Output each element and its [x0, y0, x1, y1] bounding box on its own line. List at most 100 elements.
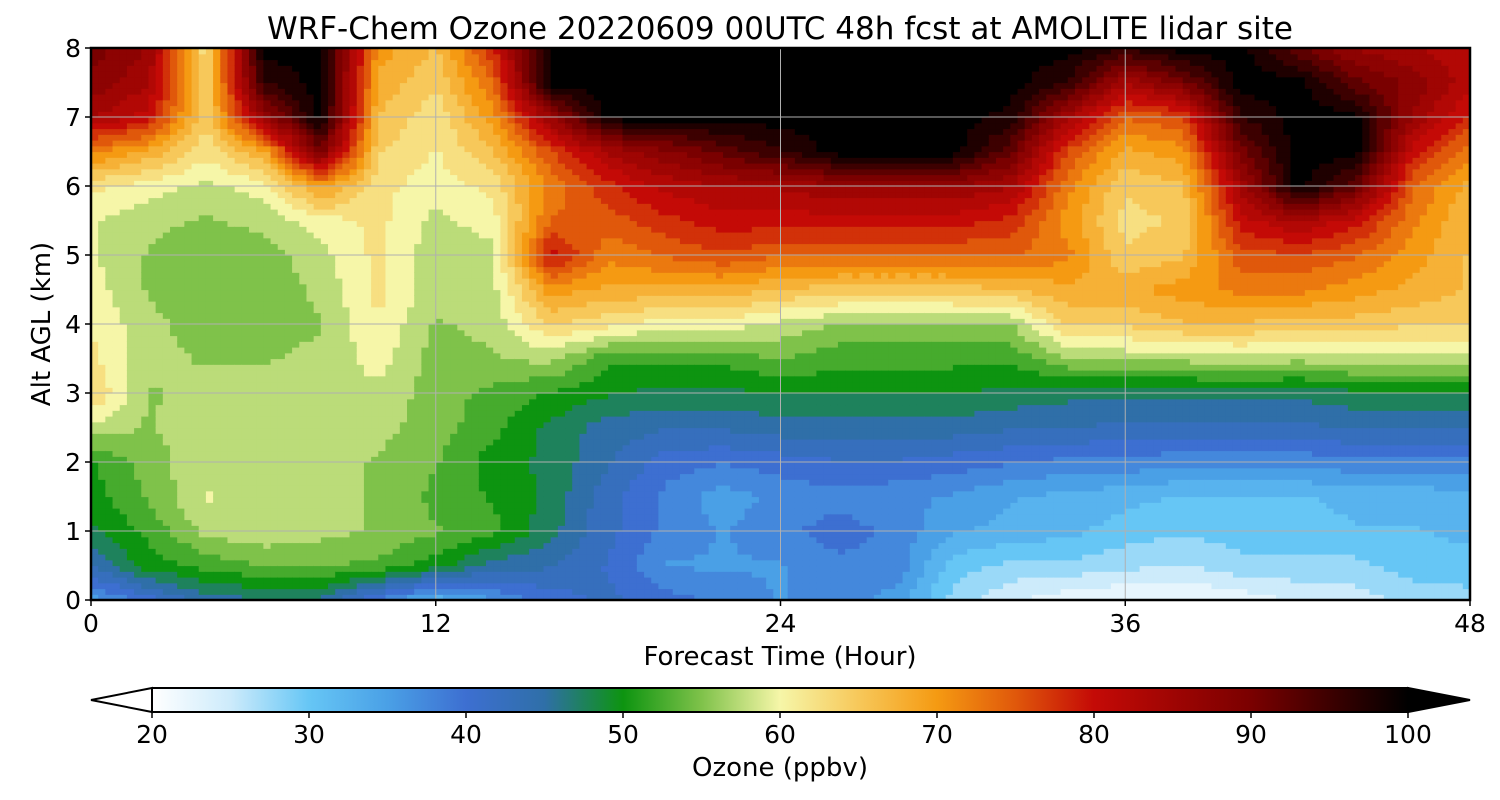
heat-cell	[98, 214, 106, 222]
heat-cell	[177, 232, 185, 239]
heat-cell	[134, 76, 142, 84]
heat-cell	[392, 421, 401, 429]
heat-cell	[363, 220, 372, 227]
heat-cell	[392, 59, 401, 66]
heat-cell	[119, 375, 128, 383]
heat-cell	[442, 272, 451, 279]
heat-cell	[292, 352, 300, 360]
heat-cell	[349, 266, 358, 273]
heat-cell	[399, 554, 408, 561]
heat-cell	[428, 588, 437, 595]
heat-cell	[342, 450, 351, 457]
heat-cell	[320, 283, 329, 291]
heat-cell	[320, 548, 329, 555]
heat-cell	[134, 519, 142, 526]
heat-cell	[98, 99, 106, 107]
heat-cell	[349, 577, 358, 584]
heat-cell	[105, 324, 114, 331]
heat-cell	[134, 174, 142, 181]
heat-cell	[205, 283, 214, 291]
heat-cell	[371, 381, 379, 388]
heat-cell	[421, 387, 430, 394]
heat-cell	[126, 88, 135, 95]
heat-cell	[385, 163, 394, 170]
heat-cell	[112, 186, 121, 193]
heat-cell	[407, 71, 415, 78]
heat-cell	[98, 370, 106, 377]
heat-cell	[184, 76, 193, 84]
heat-cell	[442, 393, 451, 400]
heat-cell	[198, 82, 207, 89]
heat-cell	[170, 168, 178, 176]
heat-cell	[442, 324, 451, 331]
heat-cell	[270, 249, 279, 256]
heat-cell	[363, 157, 372, 164]
heat-cell	[306, 427, 315, 434]
heat-cell	[134, 352, 142, 360]
heat-cell	[342, 237, 351, 245]
heat-cell	[385, 519, 394, 526]
heat-cell	[263, 364, 272, 371]
heat-cell	[220, 128, 229, 135]
heat-cell	[414, 249, 422, 256]
heat-cell	[328, 283, 336, 291]
heat-cell	[270, 306, 279, 314]
heat-cell	[191, 341, 200, 348]
heat-cell	[392, 444, 401, 452]
heat-cell	[162, 157, 171, 164]
heat-cell	[112, 249, 121, 256]
heat-cell	[241, 249, 250, 256]
heat-cell	[277, 467, 286, 475]
heat-cell	[342, 249, 351, 256]
heat-cell	[313, 513, 322, 521]
heat-cell	[421, 473, 430, 480]
heat-cell	[328, 548, 336, 555]
heat-cell	[342, 565, 351, 572]
heat-cell	[407, 433, 415, 440]
heat-cell	[105, 88, 114, 95]
heat-cell	[284, 197, 293, 204]
heat-cell	[407, 82, 415, 89]
heat-cell	[105, 105, 114, 112]
heat-cell	[184, 168, 193, 176]
heat-cell	[170, 398, 178, 406]
heat-cell	[270, 364, 279, 371]
heat-cell	[91, 352, 99, 360]
heat-cell	[241, 197, 250, 204]
heat-cell	[162, 398, 171, 406]
heat-cell	[249, 513, 257, 521]
heat-cell	[270, 312, 279, 319]
heat-cell	[457, 444, 466, 452]
heat-cell	[105, 571, 114, 578]
heat-cell	[227, 255, 236, 262]
heat-cell	[141, 232, 150, 239]
heat-cell	[407, 134, 415, 141]
heat-cell	[342, 312, 351, 319]
heat-cell	[98, 289, 106, 296]
heat-cell	[371, 467, 379, 475]
heat-cell	[378, 519, 387, 526]
heat-cell	[306, 88, 315, 95]
heat-cell	[385, 209, 394, 216]
heat-cell	[356, 324, 365, 331]
heat-cell	[198, 88, 207, 95]
heat-cell	[112, 490, 121, 498]
heat-cell	[155, 393, 164, 400]
heat-cell	[450, 249, 458, 256]
heat-cell	[177, 519, 185, 526]
heat-cell	[241, 427, 250, 434]
heat-cell	[284, 272, 293, 279]
heat-cell	[227, 209, 236, 216]
heat-cell	[328, 398, 336, 406]
heat-cell	[198, 99, 207, 107]
heat-cell	[277, 48, 286, 55]
heat-cell	[256, 485, 264, 492]
heat-cell	[184, 260, 193, 268]
heat-cell	[299, 485, 308, 492]
heat-cell	[442, 381, 451, 388]
heat-cell	[414, 416, 422, 423]
heat-cell	[184, 513, 193, 521]
heat-cell	[91, 122, 99, 130]
heat-cell	[335, 439, 343, 446]
heat-cell	[428, 289, 437, 296]
